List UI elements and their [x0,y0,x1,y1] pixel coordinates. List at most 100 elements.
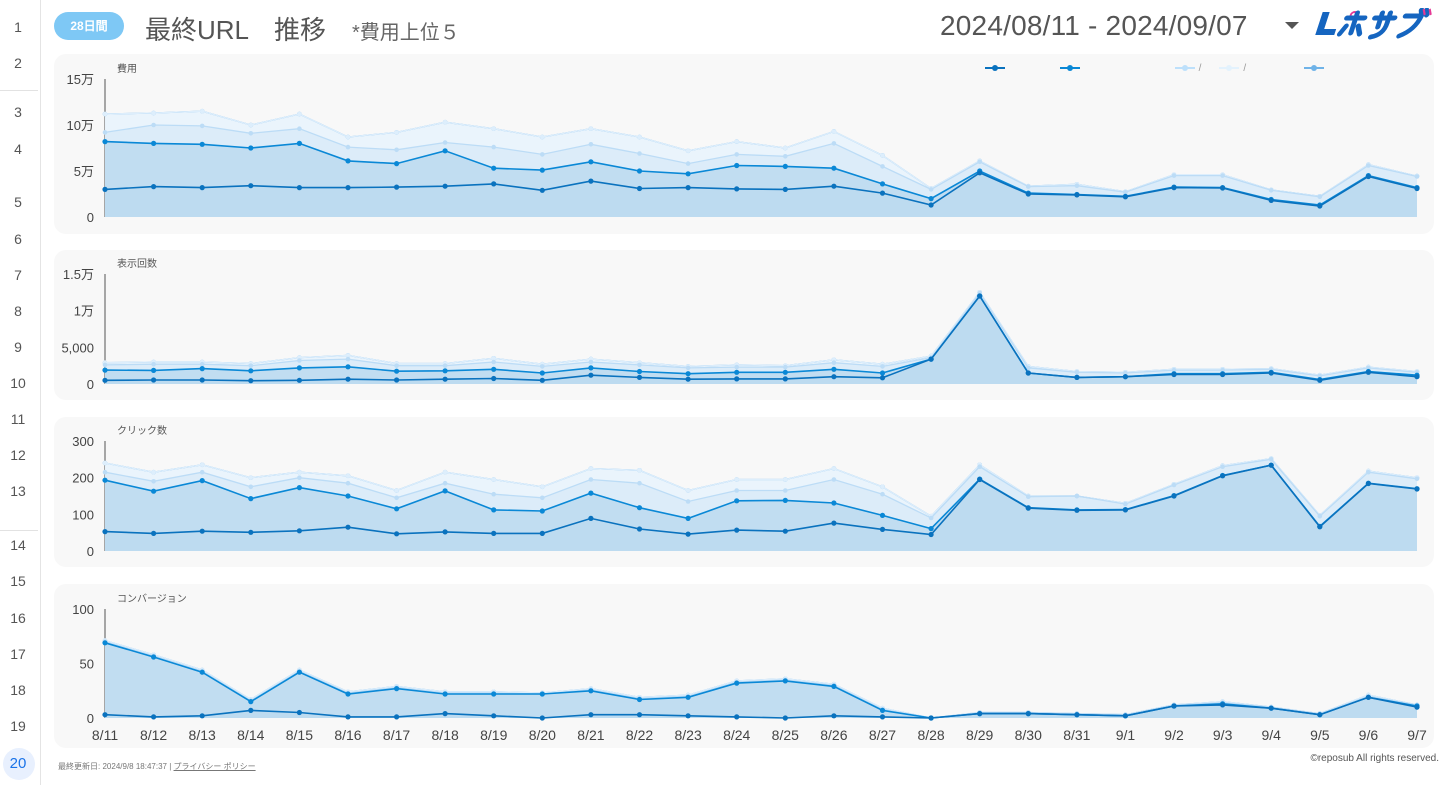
row-number[interactable]: 4 [14,141,22,157]
row-number[interactable]: 13 [10,483,26,499]
y-tick-label: 0 [87,711,94,726]
data-point [1074,370,1080,375]
row-number[interactable]: 1 [14,19,22,35]
row-number[interactable]: 20 [9,755,27,772]
data-point [491,366,497,372]
page-title: 最終URL 推移 [145,15,327,45]
row-number[interactable]: 5 [14,194,22,210]
data-point [394,506,400,512]
data-point [199,478,205,484]
data-point [102,469,108,475]
data-point [102,377,108,383]
legend-item-series-5[interactable] [1304,63,1342,74]
x-tick-label: 8/26 [820,727,847,743]
data-point [1365,173,1371,180]
data-point [248,707,254,714]
data-point [734,527,740,533]
data-point [782,186,788,192]
legend-item-series-1[interactable] [985,63,1042,74]
data-point [1123,370,1128,376]
date-range-dropdown-icon[interactable] [1285,22,1299,29]
data-point [1220,367,1225,373]
row-number[interactable]: 19 [10,718,26,734]
data-point [491,691,497,697]
data-point [345,364,351,370]
data-point [1025,711,1031,717]
privacy-policy-link[interactable]: プライバシー ポリシー [173,762,256,771]
x-tick-label: 8/31 [1063,727,1090,743]
conversions-chart-panel [54,584,1434,748]
data-point [1317,524,1323,530]
data-point [734,162,740,169]
x-tick-label: 9/2 [1164,727,1184,743]
data-point [1366,163,1371,168]
data-point [345,353,351,358]
data-point [879,526,886,533]
row-number[interactable]: 2 [14,55,22,71]
data-point [1366,365,1371,371]
data-point [1317,203,1323,209]
row-number[interactable]: 3 [14,104,22,120]
data-point [734,152,739,157]
row-number[interactable]: 15 [10,573,26,589]
data-point [880,164,885,169]
data-point [879,190,886,196]
row-number[interactable]: 16 [10,610,26,626]
data-point [1317,513,1323,519]
row-number[interactable]: 18 [10,682,26,698]
row-number[interactable]: 17 [10,646,26,662]
data-point [345,493,351,499]
data-point [1268,462,1274,468]
data-point [1025,505,1031,511]
data-point [151,367,157,373]
data-point [977,159,982,165]
x-tick-label: 8/25 [772,727,799,743]
date-range-picker[interactable]: 2024/08/11 - 2024/09/07 [940,10,1248,41]
data-point [491,144,497,150]
row-number[interactable]: 14 [10,537,26,553]
data-point [539,715,545,721]
series-line [104,110,1418,197]
legend-item-series-2[interactable] [1060,63,1156,74]
row-number[interactable]: 7 [14,267,22,283]
row-number[interactable]: 8 [14,303,22,319]
data-point [102,111,108,117]
data-point [588,515,594,522]
row-number[interactable]: 12 [10,447,26,463]
data-point [685,171,691,177]
cost-chart-legend: / / [985,58,1342,78]
data-point [442,119,448,125]
x-tick-label: 8/23 [674,727,701,743]
data-point [540,364,545,369]
data-point [1268,197,1274,203]
data-point [248,183,254,189]
data-point [831,713,837,719]
data-point [151,530,157,537]
row-number[interactable]: 6 [14,231,22,247]
data-point [588,688,594,694]
data-point [977,170,983,176]
data-point [831,183,837,189]
data-point [199,377,205,383]
data-point [588,365,594,371]
data-point [199,528,205,534]
data-point [1122,194,1128,200]
legend-item-series-3[interactable]: / [1174,63,1201,74]
data-point [782,715,788,721]
period-badge[interactable]: 28日間 [54,12,124,40]
data-point [539,530,545,537]
data-point [831,477,837,482]
row-number[interactable]: 11 [10,411,26,427]
data-point [928,531,934,538]
row-number[interactable]: 10 [10,375,26,391]
data-point [636,712,643,718]
data-point [831,683,837,690]
row-number[interactable]: 9 [14,339,22,355]
data-point [297,475,302,481]
data-point [296,528,302,534]
data-point [296,365,302,371]
data-point [734,714,740,720]
data-point [879,375,886,381]
legend-item-series-4[interactable]: / [1219,63,1286,74]
